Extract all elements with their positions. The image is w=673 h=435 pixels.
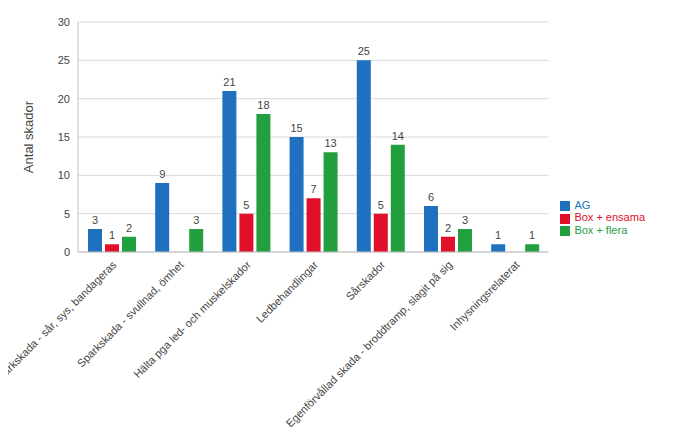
html-text:AG: AG: [574, 199, 591, 212]
svg-text:18: 18: [257, 99, 269, 111]
svg-text:7: 7: [311, 183, 317, 195]
svg-text:2: 2: [126, 222, 132, 234]
svg-text:5: 5: [243, 199, 249, 211]
svg-text:15: 15: [58, 131, 70, 143]
html-text:Box + flera: Box + flera: [574, 223, 628, 236]
svg-text:Inhysningsrelaterat: Inhysningsrelaterat: [448, 258, 522, 332]
html-text:Box + ensama: Box + ensama: [574, 211, 645, 224]
svg-text:1: 1: [109, 229, 115, 241]
svg-text:2: 2: [445, 222, 451, 234]
svg-text:5: 5: [378, 199, 384, 211]
svg-text:25: 25: [58, 54, 70, 66]
svg-text:15: 15: [290, 122, 302, 134]
svg-text:20: 20: [58, 93, 70, 105]
svg-text:3: 3: [193, 214, 199, 226]
svg-text:3: 3: [92, 214, 98, 226]
svg-text:10: 10: [58, 169, 70, 181]
svg-text:Ledbehandlingar: Ledbehandlingar: [254, 258, 321, 325]
svg-text:Hälta pga led- och muskelskado: Hälta pga led- och muskelskador: [131, 258, 253, 380]
svg-text:6: 6: [428, 191, 434, 203]
svg-text:Antal skador: Antal skador: [21, 100, 36, 173]
svg-text:25: 25: [358, 45, 370, 57]
svg-text:21: 21: [223, 76, 235, 88]
svg-text:1: 1: [495, 229, 501, 241]
svg-text:9: 9: [159, 168, 165, 180]
svg-text:Sparkskada - svullnad, ömhet: Sparkskada - svullnad, ömhet: [75, 258, 186, 369]
svg-text:1: 1: [529, 229, 535, 241]
svg-text:14: 14: [392, 130, 404, 142]
svg-text:5: 5: [64, 208, 70, 220]
svg-text:Sårskador: Sårskador: [343, 258, 387, 302]
svg-text:3: 3: [462, 214, 468, 226]
svg-text:Sparkskada - sår, sys, bandage: Sparkskada - sår, sys, bandageras: [8, 258, 119, 387]
svg-text:Egenförvållad skada - broddtra: Egenförvållad skada - broddtramp, slagit…: [283, 258, 454, 427]
svg-text:30: 30: [58, 16, 70, 28]
svg-text:13: 13: [324, 137, 336, 149]
svg-text:0: 0: [64, 246, 70, 258]
